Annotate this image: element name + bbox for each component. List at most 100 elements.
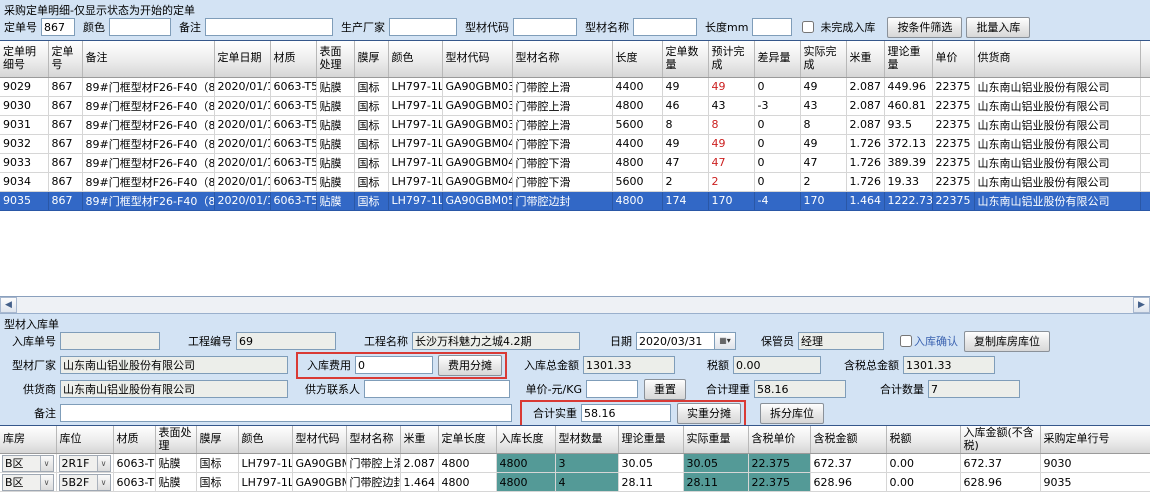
table-cell[interactable]: 9030	[1040, 453, 1150, 474]
table-cell[interactable]: 0	[754, 134, 801, 154]
table-cell[interactable]	[1140, 96, 1150, 116]
column-header[interactable]: 材质	[113, 426, 156, 455]
table-cell[interactable]: 0.00	[886, 472, 961, 492]
table-cell[interactable]: 4800	[496, 472, 556, 492]
table-cell[interactable]: 49	[708, 77, 755, 97]
chevron-down-icon[interactable]: ∨	[96, 474, 110, 490]
column-header[interactable]: 预计完成	[708, 41, 755, 78]
table-row[interactable]: 903286789#门框型材F26-F40（866+867）2020/01/13…	[0, 134, 1150, 154]
column-header[interactable]: 理论重量	[618, 426, 684, 455]
table-cell[interactable]: LH797-1LL0	[388, 115, 443, 135]
table-cell[interactable]: 6063-T5	[270, 134, 317, 154]
total-with-tax-input[interactable]	[903, 356, 995, 374]
table-cell[interactable]: 867	[48, 134, 83, 154]
table-cell[interactable]: 4800	[612, 96, 663, 116]
table-cell[interactable]: GA90GBM05	[442, 191, 513, 211]
scroll-right-icon[interactable]: ▶	[1133, 297, 1150, 313]
table-cell[interactable]: 山东南山铝业股份有限公司	[974, 153, 1141, 173]
table-cell[interactable]: -3	[754, 96, 801, 116]
table-row[interactable]: 903386789#门框型材F26-F40（866+867）2020/01/13…	[0, 153, 1150, 173]
warehouse-combo[interactable]: B区 ∨	[2, 473, 54, 491]
table-cell[interactable]: LH797-1LL0	[388, 191, 443, 211]
table-cell[interactable]: 93.5	[884, 115, 933, 135]
table-cell[interactable]: GA90GBM03	[292, 453, 347, 474]
table-cell[interactable]: 国标	[354, 153, 389, 173]
table-cell[interactable]	[1140, 172, 1150, 192]
column-header[interactable]: 米重	[400, 426, 439, 455]
table-cell[interactable]: 山东南山铝业股份有限公司	[974, 191, 1141, 211]
table-cell[interactable]: 6063-T5	[113, 453, 156, 474]
table-cell[interactable]: 89#门框型材F26-F40（866+867）	[82, 77, 215, 97]
inbound-fee-input[interactable]	[355, 356, 433, 374]
table-cell[interactable]	[1140, 77, 1150, 97]
table-cell[interactable]: 49	[708, 134, 755, 154]
table-cell[interactable]: GA90GBM03	[442, 115, 513, 135]
table-cell[interactable]: 1222.73	[884, 191, 933, 211]
table-cell[interactable]: LH797-1LL0	[238, 472, 293, 492]
column-header[interactable]: 型材数量	[555, 426, 619, 455]
table-cell[interactable]: 2020/01/13	[214, 77, 271, 97]
table-cell[interactable]: B区 ∨	[0, 472, 57, 492]
table-cell[interactable]: B区 ∨	[0, 453, 57, 474]
table-cell[interactable]: 22375	[932, 77, 975, 97]
remark-input[interactable]	[60, 404, 512, 422]
table-cell[interactable]: 89#门框型材F26-F40（866+867）	[82, 153, 215, 173]
table-cell[interactable]: 30.05	[618, 453, 684, 474]
column-header[interactable]: 采购定单行号	[1040, 426, 1150, 455]
table-cell[interactable]: 门带腔上滑	[346, 453, 401, 474]
table-cell[interactable]: 2020/01/13	[214, 153, 271, 173]
table-cell[interactable]: 0	[754, 77, 801, 97]
table-cell[interactable]: 4	[555, 472, 619, 492]
table-cell[interactable]: GA90GBM04	[442, 172, 513, 192]
table-cell[interactable]: 389.39	[884, 153, 933, 173]
table-cell[interactable]: 2.087	[846, 77, 885, 97]
table-cell[interactable]: 22.375	[748, 472, 811, 492]
theory-weight-total-input[interactable]	[754, 380, 846, 398]
table-cell[interactable]: 170	[800, 191, 847, 211]
factory-input[interactable]	[60, 356, 288, 374]
table-cell[interactable]: 6063-T5	[270, 153, 317, 173]
keeper-input[interactable]	[798, 332, 884, 350]
table-cell[interactable]: 43	[708, 96, 755, 116]
table-cell[interactable]: 2020/01/13	[214, 134, 271, 154]
table-cell[interactable]: 2	[800, 172, 847, 192]
column-header[interactable]: 库位	[56, 426, 114, 455]
column-header[interactable]: 实际完成	[800, 41, 847, 78]
table-cell[interactable]: 6063-T5	[270, 172, 317, 192]
copy-warehouse-location-button[interactable]: 复制库房库位	[964, 330, 1050, 352]
column-header[interactable]: 单价	[932, 41, 975, 78]
tax-input[interactable]	[733, 356, 821, 374]
table-cell[interactable]: 国标	[196, 453, 239, 474]
table-cell[interactable]: 372.13	[884, 134, 933, 154]
column-header[interactable]: 定单长度	[438, 426, 497, 455]
table-cell[interactable]: 2.087	[846, 115, 885, 135]
filter-profile-name-input[interactable]	[633, 18, 697, 36]
table-cell[interactable]: 170	[708, 191, 755, 211]
location-combo[interactable]: 2R1F ∨	[58, 454, 111, 472]
table-cell[interactable]: 门带腔上滑	[512, 77, 613, 97]
column-header[interactable]: 定单明细号	[0, 41, 49, 78]
table-cell[interactable]: 22375	[932, 96, 975, 116]
table-cell[interactable]: 国标	[196, 472, 239, 492]
table-cell[interactable]: 174	[662, 191, 709, 211]
calendar-dropdown-icon[interactable]: ▦▾	[714, 332, 736, 350]
table-cell[interactable]: 0.00	[886, 453, 961, 474]
table-cell[interactable]: 2020/01/13	[214, 115, 271, 135]
table-cell[interactable]: 2020/01/13	[214, 172, 271, 192]
table-cell[interactable]: 国标	[354, 115, 389, 135]
table-cell[interactable]: 628.96	[810, 472, 887, 492]
table-cell[interactable]: 8	[708, 115, 755, 135]
column-header[interactable]: 入库长度	[496, 426, 556, 455]
table-cell[interactable]: 4400	[612, 77, 663, 97]
column-header[interactable]: 膜厚	[196, 426, 239, 455]
date-picker[interactable]: ▦▾	[636, 332, 736, 350]
table-cell[interactable]: 门带腔上滑	[512, 115, 613, 135]
table-cell[interactable]: 山东南山铝业股份有限公司	[974, 134, 1141, 154]
table-cell[interactable]: 28.11	[618, 472, 684, 492]
column-header[interactable]: 含税单价	[748, 426, 811, 455]
table-cell[interactable]: 47	[708, 153, 755, 173]
column-header[interactable]: 税额	[886, 426, 961, 455]
table-cell[interactable]: LH797-1LL0	[238, 453, 293, 474]
column-header[interactable]	[1140, 41, 1150, 78]
supplier-contact-input[interactable]	[364, 380, 510, 398]
